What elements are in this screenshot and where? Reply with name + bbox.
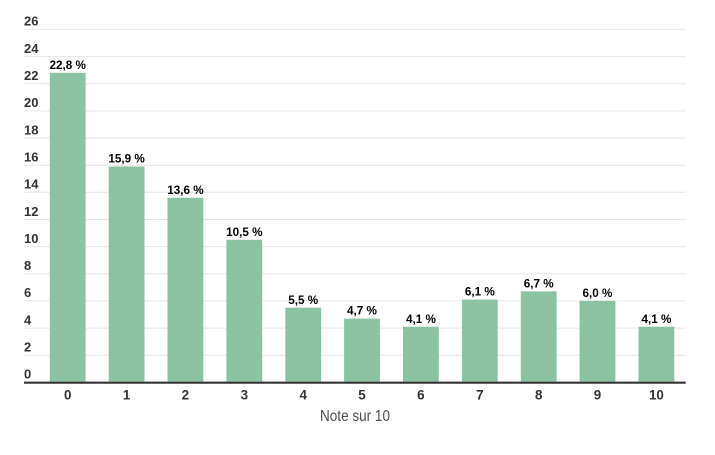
svg-text:22: 22 [24, 68, 38, 83]
svg-text:4: 4 [299, 388, 307, 403]
svg-text:4,1 %: 4,1 % [641, 313, 671, 326]
svg-text:8: 8 [535, 388, 543, 403]
svg-text:15,9 %: 15,9 % [108, 153, 145, 166]
svg-text:7: 7 [476, 388, 483, 403]
svg-text:26: 26 [24, 14, 38, 29]
svg-text:2: 2 [182, 388, 189, 403]
svg-text:12: 12 [24, 204, 38, 219]
svg-text:5: 5 [358, 388, 366, 403]
svg-text:0: 0 [64, 388, 71, 403]
svg-text:9: 9 [594, 388, 601, 403]
svg-text:4: 4 [24, 312, 32, 327]
svg-text:5,5 %: 5,5 % [288, 294, 318, 307]
svg-text:20: 20 [24, 95, 38, 110]
svg-text:4,7 %: 4,7 % [347, 305, 377, 318]
svg-text:13,6 %: 13,6 % [167, 184, 204, 197]
svg-text:10: 10 [649, 388, 664, 403]
svg-text:6: 6 [417, 388, 424, 403]
svg-text:6,7 %: 6,7 % [524, 278, 554, 291]
svg-text:1: 1 [123, 388, 131, 403]
svg-text:3: 3 [241, 388, 248, 403]
svg-text:18: 18 [24, 122, 38, 137]
svg-text:10,5 %: 10,5 % [226, 226, 263, 239]
svg-text:6,1 %: 6,1 % [465, 286, 495, 299]
svg-text:14: 14 [24, 177, 39, 192]
svg-text:8: 8 [24, 258, 31, 273]
svg-text:2: 2 [24, 340, 31, 355]
svg-text:10: 10 [24, 231, 38, 246]
svg-text:24: 24 [24, 41, 39, 56]
svg-text:Note sur 10: Note sur 10 [320, 408, 390, 425]
svg-text:0: 0 [24, 367, 31, 382]
svg-text:6,0 %: 6,0 % [583, 287, 613, 300]
svg-text:16: 16 [24, 150, 38, 165]
svg-text:4,1 %: 4,1 % [406, 313, 436, 326]
svg-text:22,8 %: 22,8 % [50, 59, 87, 72]
svg-text:6: 6 [24, 285, 31, 300]
